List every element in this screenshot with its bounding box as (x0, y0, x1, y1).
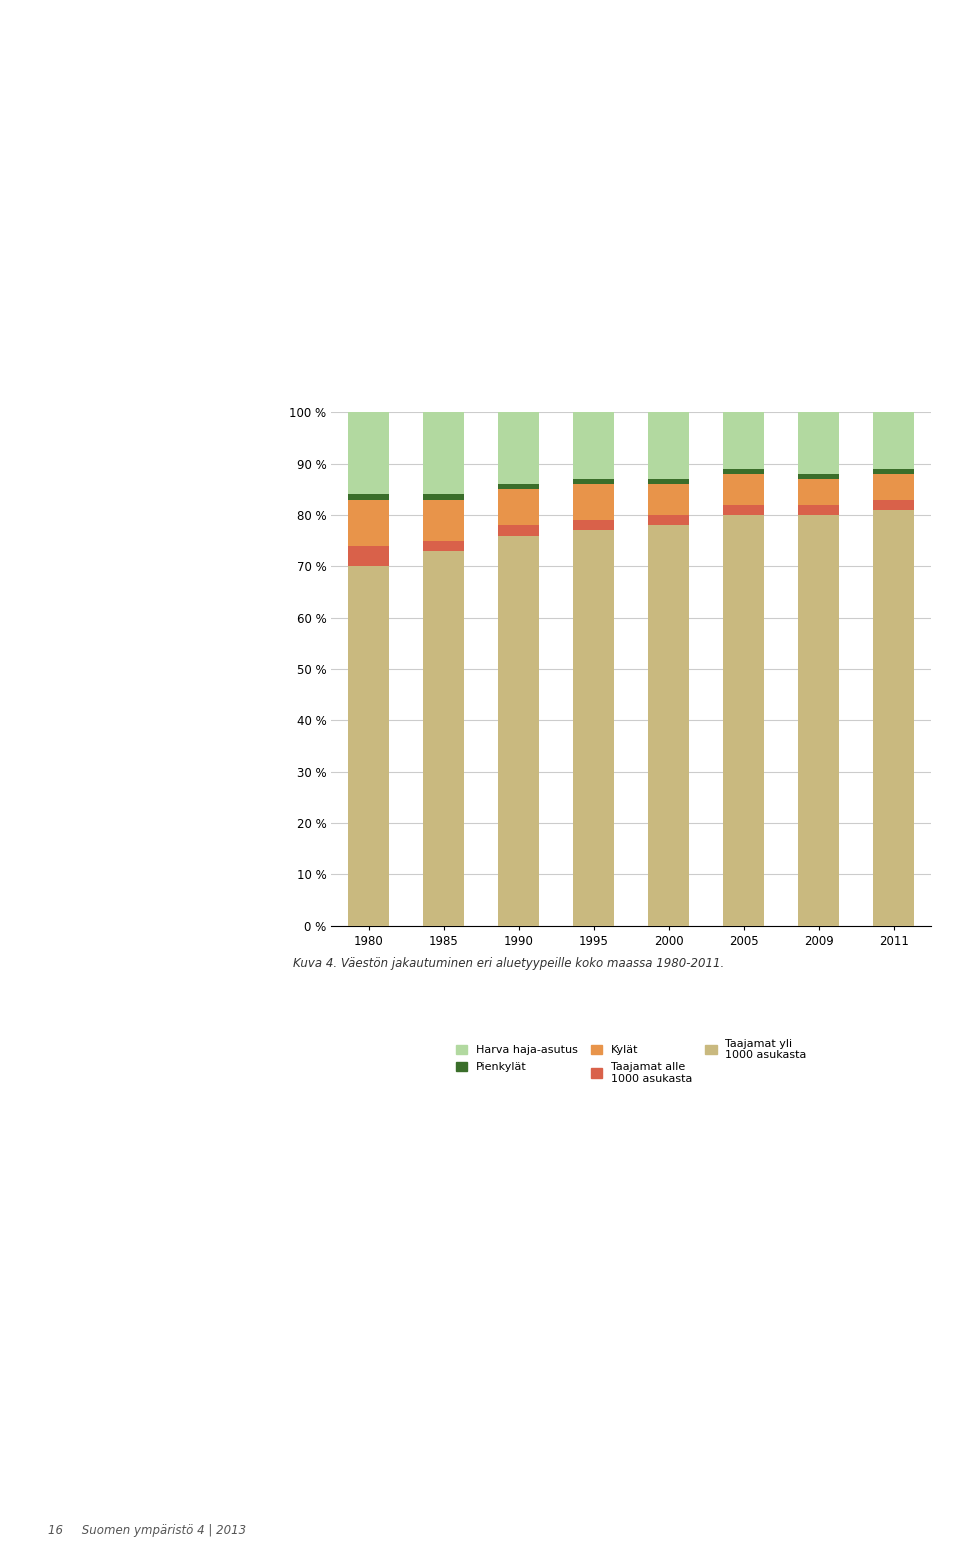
Bar (573, 479, 614, 484)
Text: Kuva 4. Väestön jakautuminen eri aluetyypeille koko maassa 1980-2011.: Kuva 4. Väestön jakautuminen eri aluetyy… (293, 957, 725, 969)
Bar (348, 495, 390, 499)
Bar (648, 484, 689, 515)
Legend: Harva haja-asutus, Pienkylät, Kylät, Taajamat alle
1000 asukasta, Taajamat yli
1: Harva haja-asutus, Pienkylät, Kylät, Taa… (451, 1035, 811, 1088)
Bar (798, 515, 839, 926)
Bar (723, 468, 764, 475)
Bar (873, 510, 914, 926)
Bar (723, 475, 764, 504)
Text: 16     Suomen ympäristö 4 | 2013: 16 Suomen ympäristö 4 | 2013 (48, 1525, 246, 1537)
Bar (648, 526, 689, 926)
Bar (798, 479, 839, 504)
Bar (348, 566, 390, 926)
Bar (648, 479, 689, 484)
Bar (648, 412, 689, 479)
Bar (573, 531, 614, 926)
Bar (573, 412, 614, 479)
Bar (498, 412, 540, 484)
Bar (423, 495, 465, 499)
Bar (498, 535, 540, 926)
Bar (348, 499, 390, 546)
Bar (648, 515, 689, 526)
Bar (348, 546, 390, 566)
Bar (423, 541, 465, 551)
Bar (873, 475, 914, 499)
Bar (723, 412, 764, 468)
Bar (423, 412, 465, 495)
Bar (573, 484, 614, 520)
Bar (498, 489, 540, 526)
Bar (873, 468, 914, 475)
Bar (873, 499, 914, 510)
Bar (798, 412, 839, 475)
Bar (723, 504, 764, 515)
Bar (498, 484, 540, 489)
Bar (423, 499, 465, 541)
Bar (723, 515, 764, 926)
Bar (498, 526, 540, 535)
Bar (798, 475, 839, 479)
Bar (423, 551, 465, 926)
Bar (348, 412, 390, 495)
Bar (873, 412, 914, 468)
Bar (798, 504, 839, 515)
Bar (573, 520, 614, 531)
